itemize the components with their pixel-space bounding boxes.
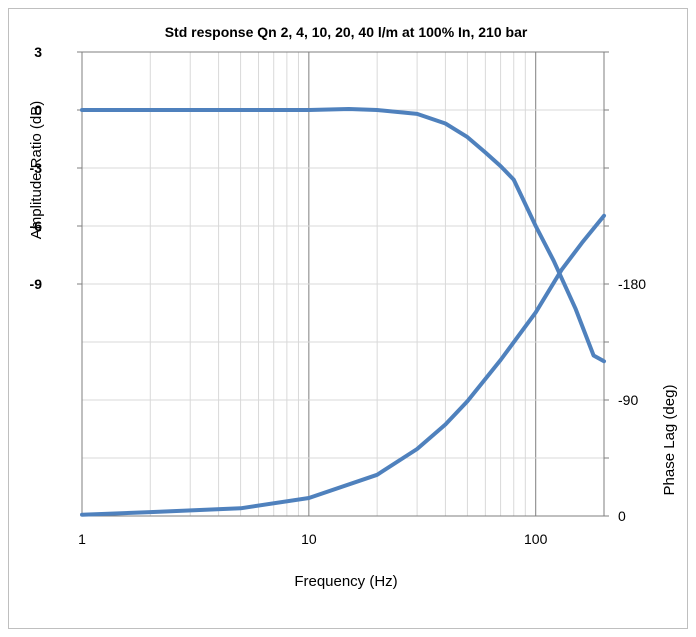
y-right-tick-label: -180 xyxy=(618,276,646,292)
y-left-tick-label: 3 xyxy=(34,44,42,60)
x-tick-label: 100 xyxy=(524,531,548,547)
y-left-tick-label: -3 xyxy=(30,160,43,176)
y-left-tick-label: 0 xyxy=(34,102,42,118)
amplitude-series-line xyxy=(80,107,606,364)
phase-series-line xyxy=(80,213,606,517)
grid-lines xyxy=(82,52,604,516)
y-axis-right-label: Phase Lag (deg) xyxy=(661,385,678,496)
x-tick-label: 1 xyxy=(78,531,86,547)
tick-labels: 1 10 100 3 0 -3 -6 -9 -180 -90 0 xyxy=(30,44,647,547)
series-layer xyxy=(80,107,606,517)
x-tick-label: 10 xyxy=(301,531,317,547)
x-axis-label: Frequency (Hz) xyxy=(294,573,397,590)
y-right-tick-label: -90 xyxy=(618,392,638,408)
y-axis-left-label: Amplitude Ratio (dB) xyxy=(28,101,45,239)
y-left-tick-label: -6 xyxy=(30,218,43,234)
y-left-tick-label: -9 xyxy=(30,276,43,292)
axes xyxy=(77,51,609,517)
chart-title: Std response Qn 2, 4, 10, 20, 40 l/m at … xyxy=(165,24,528,40)
y-right-tick-label: 0 xyxy=(618,508,626,524)
